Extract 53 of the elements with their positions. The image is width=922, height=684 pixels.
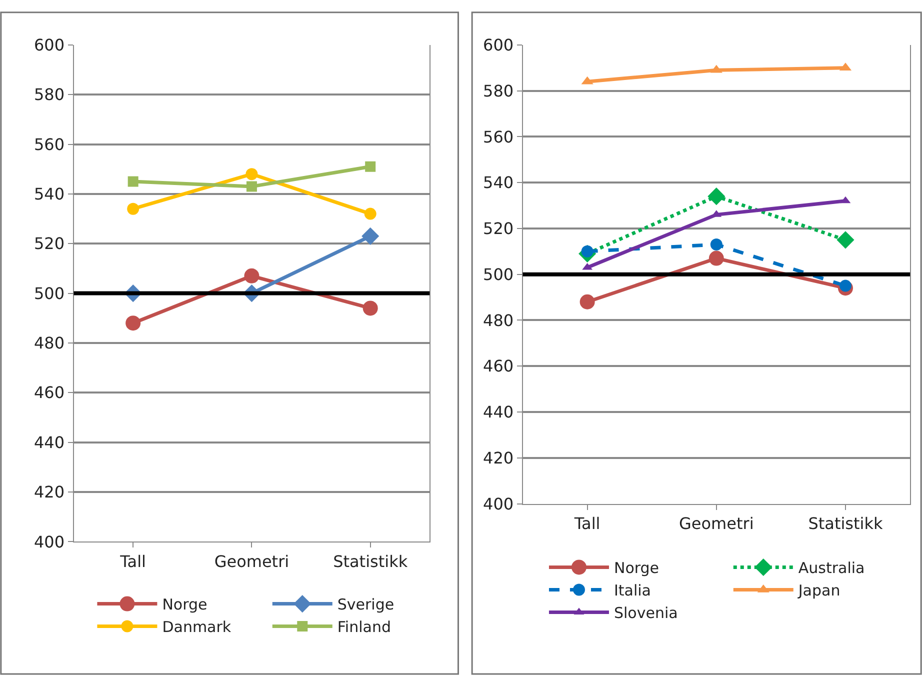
y-tick-label: 500 (483, 264, 514, 284)
point (836, 231, 854, 249)
y-tick-label: 420 (34, 482, 65, 502)
y-tick-label: 440 (483, 402, 514, 422)
x-tick-label: Tall (573, 514, 600, 533)
point (128, 176, 138, 187)
point (365, 161, 376, 172)
legend-label: Japan (797, 582, 840, 600)
y-tick-label: 420 (483, 448, 514, 468)
legend-label: Italia (614, 582, 652, 600)
x-tick-label: Tall (119, 552, 146, 571)
point (246, 181, 257, 192)
point (246, 168, 258, 180)
point (127, 202, 140, 215)
legend-label: Finland (337, 618, 391, 636)
y-tick-label: 560 (483, 127, 514, 146)
y-tick-label: 600 (34, 36, 65, 55)
x-tick-label: Statistikk (808, 514, 884, 533)
x-tick-label: Geometri (214, 552, 290, 571)
point (362, 227, 380, 245)
y-tick-label: 460 (483, 356, 514, 376)
y-tick-label: 480 (483, 310, 514, 330)
point (126, 316, 141, 331)
y-tick-label: 400 (483, 494, 514, 514)
point (580, 294, 595, 310)
y-tick-label: 440 (34, 432, 65, 452)
legend-label: Norge (614, 559, 660, 578)
y-tick-label: 500 (34, 284, 65, 303)
legend-label: Danmark (162, 618, 232, 636)
point (708, 188, 726, 206)
y-tick-label: 580 (483, 81, 514, 100)
point (839, 280, 852, 292)
y-tick-label: 520 (483, 219, 514, 238)
legend-label: Slovenia (614, 604, 678, 622)
y-tick-label: 540 (483, 173, 514, 192)
y-tick-label: 580 (34, 85, 65, 104)
x-tick-label: Geometri (679, 514, 754, 533)
point (364, 208, 376, 220)
x-tick-label: Statistikk (333, 552, 408, 571)
y-tick-label: 480 (34, 334, 65, 353)
legend-label: Sverige (337, 596, 394, 614)
y-tick-label: 520 (34, 234, 65, 254)
y-tick-label: 460 (34, 383, 65, 402)
point (710, 238, 722, 251)
legend-label: Norge (162, 596, 208, 614)
y-tick-label: 560 (34, 134, 65, 154)
y-tick-label: 400 (34, 532, 65, 552)
y-tick-label: 540 (34, 184, 65, 204)
point (244, 268, 260, 284)
point (362, 300, 378, 316)
point (708, 250, 724, 266)
y-tick-label: 600 (483, 36, 514, 55)
legend-label: Australia (798, 559, 865, 578)
